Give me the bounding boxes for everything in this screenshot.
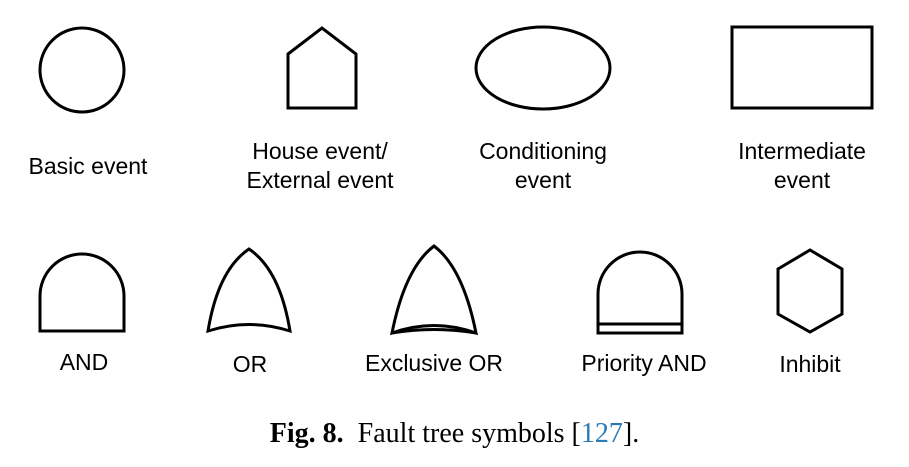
conditioning-event-label-line1: Conditioning	[479, 138, 607, 164]
citation-link[interactable]: 127	[580, 418, 623, 449]
caption-end: ].	[622, 418, 640, 449]
or-gate-label: OR	[233, 350, 268, 379]
conditioning-event-label: Conditioning event	[479, 137, 607, 195]
priority-and-gate-label: Priority AND	[581, 349, 706, 378]
priority-and-gate-label-line1: Priority AND	[581, 350, 707, 376]
exclusive-or-gate-label: Exclusive OR	[365, 349, 503, 378]
exclusive-or-gate-label-line1: Exclusive OR	[364, 350, 504, 376]
figure-caption: Fig. 8. Fault tree symbols [127].	[0, 418, 909, 450]
and-gate-label: AND	[60, 348, 109, 377]
house-event-pentagon	[286, 26, 358, 110]
basic-event-circle	[38, 26, 126, 114]
house-event-label-line1: House event/	[252, 138, 388, 164]
house-event-label-line2: External event	[246, 167, 394, 193]
basic-event-label: Basic event	[29, 152, 148, 181]
inhibit-gate-label-line1: Inhibit	[779, 351, 841, 377]
or-gate-label-line1: OR	[232, 351, 268, 377]
intermediate-event-label: Intermediate event	[738, 137, 866, 195]
caption-text: Fault tree symbols [	[357, 418, 581, 449]
inhibit-gate-hexagon	[776, 248, 844, 334]
inhibit-gate-label: Inhibit	[779, 350, 840, 379]
intermediate-event-label-line1: Intermediate	[738, 138, 866, 164]
and-gate-shape	[38, 252, 126, 333]
exclusive-or-gate-shape	[390, 244, 478, 336]
intermediate-event-label-line2: event	[773, 167, 831, 193]
intermediate-event-rectangle	[730, 25, 874, 110]
house-event-label: House event/ External event	[246, 137, 393, 195]
basic-event-label-line1: Basic event	[28, 153, 148, 179]
figure-number: Fig. 8.	[269, 418, 344, 449]
and-gate-label-line1: AND	[59, 349, 109, 375]
priority-and-gate-shape	[596, 250, 684, 335]
or-gate-shape	[206, 247, 292, 334]
conditioning-event-ellipse	[474, 25, 612, 111]
conditioning-event-label-line2: event	[514, 167, 572, 193]
exclusive-or-gate-extra-line	[391, 328, 477, 335]
